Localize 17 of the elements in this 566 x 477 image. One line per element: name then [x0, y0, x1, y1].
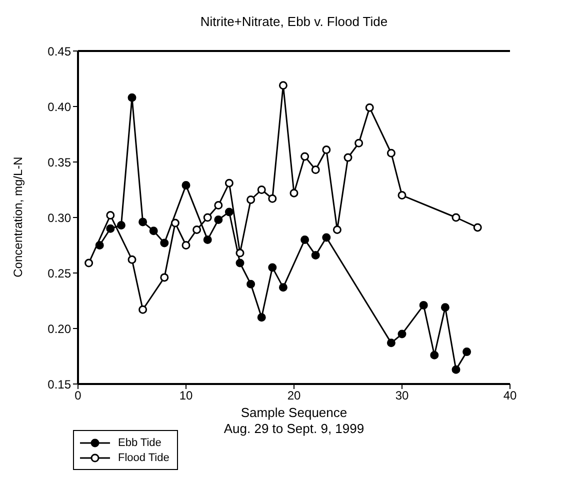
legend-label: Flood Tide — [118, 452, 170, 464]
y-axis-title: Concentration, mg/L-N — [11, 156, 25, 278]
chart-title: Nitrite+Nitrate, Ebb v. Flood Tide — [199, 14, 389, 29]
y-tick-label: 0.30 — [48, 210, 72, 225]
y-tick-label: 0.35 — [48, 155, 72, 170]
x-tick-label: 10 — [179, 388, 193, 403]
y-tick-label: 0.45 — [48, 44, 72, 58]
legend-label: Ebb Tide — [118, 436, 162, 448]
y-tick-label: 0.20 — [48, 322, 72, 336]
y-tick-label: 0.25 — [48, 266, 72, 280]
y-tick-label: 0.15 — [48, 377, 72, 392]
x-axis-title: Sample Sequence Aug. 29 to Sept. 9, 1999 — [224, 405, 364, 437]
x-tick-label: 40 — [503, 388, 517, 403]
y-tick-label: 0.40 — [48, 100, 72, 114]
x-tick-label: 0 — [74, 388, 82, 403]
x-tick-label: 20 — [287, 388, 301, 403]
x-tick-label: 30 — [395, 388, 409, 403]
